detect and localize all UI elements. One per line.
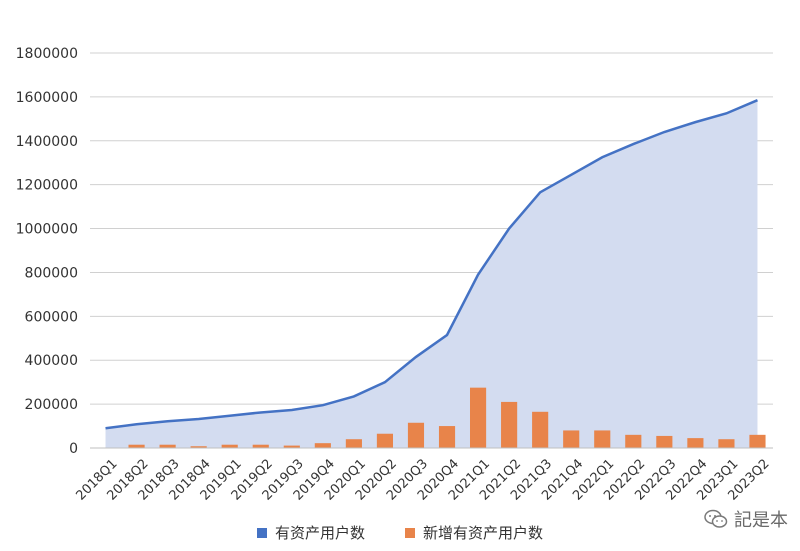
watermark: 記是本 <box>704 506 788 532</box>
bar-2020Q2 <box>376 433 394 448</box>
y-tick-label: 600000 <box>25 309 78 325</box>
bar-2019Q4 <box>314 443 331 448</box>
y-tick-label: 1600000 <box>16 90 78 106</box>
bar-2019Q3 <box>283 445 300 448</box>
legend-label: 新增有资产用户数 <box>423 524 544 542</box>
line-有资产用户数 <box>105 99 758 430</box>
gridlines <box>90 52 773 449</box>
bar-2018Q4 <box>190 446 207 448</box>
bar-2020Q1 <box>345 439 362 448</box>
bar-2022Q3 <box>656 435 673 448</box>
bar-2021Q2 <box>501 401 518 448</box>
chart: 0 200000 400000 600000 800000 1000000 1200000 1… <box>16 46 773 504</box>
wechat-icon <box>704 509 728 528</box>
bar-2021Q3 <box>532 411 549 448</box>
y-tick-label: 800000 <box>25 265 78 281</box>
bar-2018Q2 <box>128 444 145 448</box>
y-tick-label: 1800000 <box>16 46 78 62</box>
watermark-text: 記是本 <box>734 510 788 531</box>
bar-2022Q4 <box>687 438 704 448</box>
legend: 有资产用户数 新增有资产用户数 <box>0 522 800 543</box>
bar-2023Q2 <box>749 434 766 448</box>
y-tick-label: 200000 <box>25 397 78 413</box>
bar-2019Q1 <box>221 444 238 448</box>
bar-2023Q1 <box>718 439 735 448</box>
x-axis-ticks: 2018Q12018Q22018Q32018Q42019Q12019Q22019… <box>73 447 773 504</box>
legend-swatch <box>256 527 267 538</box>
y-tick-label: 1400000 <box>16 134 78 150</box>
y-tick-label: 1200000 <box>16 178 78 194</box>
area-fill-有资产用户数 <box>105 100 758 449</box>
legend-item-有资产用户数: 有资产用户数 <box>256 522 365 543</box>
bar-2018Q3 <box>159 444 176 448</box>
bar-2020Q4 <box>438 426 456 448</box>
bar-2021Q4 <box>563 430 580 448</box>
legend-swatch <box>405 527 415 538</box>
bar-2020Q3 <box>407 422 425 448</box>
y-tick-label: 0 <box>69 441 78 457</box>
legend-label: 有资产用户数 <box>274 524 365 542</box>
bars-新增有资产用户数 <box>128 387 766 448</box>
bar-2019Q2 <box>252 444 269 448</box>
y-tick-label: 1000000 <box>16 222 78 238</box>
y-tick-label: 400000 <box>25 353 78 369</box>
bar-2021Q1 <box>469 387 487 448</box>
legend-item-新增有资产用户数: 新增有资产用户数 <box>405 522 543 543</box>
y-axis-ticks: 0 200000 400000 600000 800000 1000000 1200000 1… <box>16 46 78 457</box>
bar-2022Q1 <box>594 430 611 448</box>
bar-2022Q2 <box>625 434 642 448</box>
